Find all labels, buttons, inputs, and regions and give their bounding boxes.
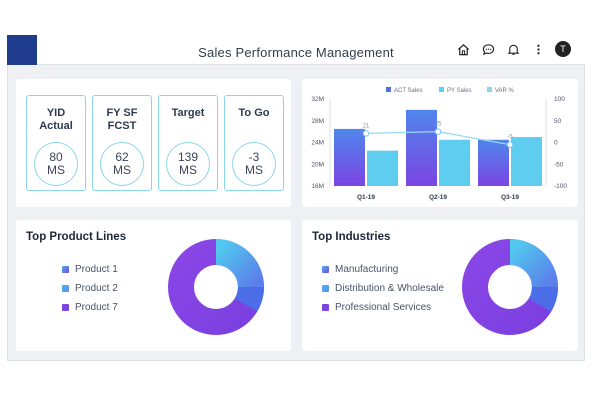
kpi-label: YID Actual [39,107,73,132]
legend-swatch [322,285,329,292]
product-lines-legend: Product 1 Product 2 Product 7 [62,260,118,317]
y-tick-left: 20M [311,161,324,168]
donut-segment-manufacturing[interactable] [509,239,558,288]
bar-py-sales [439,139,470,186]
product-lines-card: Top Product Lines Product 1 Product 2 Pr… [16,220,291,351]
data-label: -5 [507,135,513,141]
legend-swatch [62,266,69,273]
legend-label: Professional Services [335,302,432,313]
industries-card: Top Industries Manufacturing Distributio… [302,220,578,351]
more-vertical-icon[interactable] [530,41,546,57]
bar-act-sales [406,109,437,186]
bar-act-sales [478,139,509,186]
legend-label: PY Sales [447,88,472,94]
section-title: Top Industries [312,231,391,243]
y-tick-right: 0 [554,140,558,147]
bar-py-sales [367,150,398,186]
industries-donut[interactable] [460,237,560,337]
legend-swatch [439,87,444,92]
legend-item[interactable]: Distribution & Wholesale [322,279,444,298]
kpi-label: To Go [238,107,270,119]
bar-act-sales [334,128,365,186]
legend-label: Distribution & Wholesale [335,283,444,294]
legend-item[interactable]: Manufacturing [322,260,444,279]
y-tick-left: 24M [311,140,324,147]
y-tick-left: 28M [311,118,324,125]
x-tick-label: Q1-19 [357,194,375,201]
page-title: Sales Performance Management [198,45,394,60]
legend-label: Product 7 [75,302,118,313]
legend-item[interactable]: Product 1 [62,260,118,279]
x-tick-label: Q3-19 [501,194,519,201]
kpi-card: YID Actual 80 MS FY SF FCST 62 MS Target… [16,79,291,207]
bell-icon[interactable] [505,41,521,57]
sales-chart: ACT Sales PY Sales VAR % 16M 20M 24M 28M 32M 100… [311,87,567,201]
sales-chart-card: ACT Sales PY Sales VAR % 16M 20M 24M 28M 32M 100… [302,79,578,207]
y-tick-right: 50 [554,118,562,125]
y-tick-right: -50 [554,161,564,168]
kpi-fy-sf-fcst: FY SF FCST 62 MS [92,95,152,191]
legend-item[interactable]: Professional Services [322,298,444,317]
y-tick-right: 100 [554,96,565,103]
legend-label: VAR % [495,88,515,94]
logo [7,35,37,65]
legend-swatch [322,304,329,311]
donut-segment-distribution[interactable] [528,286,558,312]
kpi-label: Target [171,107,205,119]
y-tick-left: 32M [311,96,324,103]
legend-label: Product 1 [75,264,118,275]
section-title: Top Product Lines [26,231,127,243]
legend-label: ACT Sales [394,88,423,94]
kpi-ytd-actual: YID Actual 80 MS [26,95,86,191]
top-bar: Sales Performance Management T [7,35,585,65]
kpi-value: 80 MS [34,142,78,186]
avatar[interactable]: T [555,41,571,57]
legend-swatch [487,87,492,92]
kpi-value: -3 MS [232,142,276,186]
chat-icon[interactable] [480,41,496,57]
legend-swatch [62,285,69,292]
home-icon[interactable] [455,41,471,57]
kpi-target: Target 139 MS [158,95,218,191]
kpi-value: 139 MS [166,142,210,186]
donut-segment-product-1[interactable] [215,239,264,288]
kpi-value: 62 MS [100,142,144,186]
var-point [434,128,442,135]
legend-label: Manufacturing [335,264,399,275]
var-point [362,130,370,137]
legend-swatch [322,266,329,273]
data-label: 25 [435,122,442,128]
y-tick-left: 16M [311,183,324,190]
legend-label: Product 2 [75,283,118,294]
industries-legend: Manufacturing Distribution & Wholesale P… [322,260,444,317]
kpi-label: FY SF FCST [106,107,138,132]
product-lines-donut[interactable] [166,237,266,337]
bar-py-sales [511,137,542,186]
legend-swatch [386,87,391,92]
x-tick-label: Q2-19 [429,194,447,201]
legend-item[interactable]: Product 7 [62,298,118,317]
kpi-to-go: To Go -3 MS [224,95,284,191]
y-tick-right: -100 [554,183,567,190]
legend-item[interactable]: Product 2 [62,279,118,298]
data-label: 21 [363,123,370,129]
donut-segment-product-2[interactable] [234,286,264,312]
legend-swatch [62,304,69,311]
var-point [506,141,514,148]
